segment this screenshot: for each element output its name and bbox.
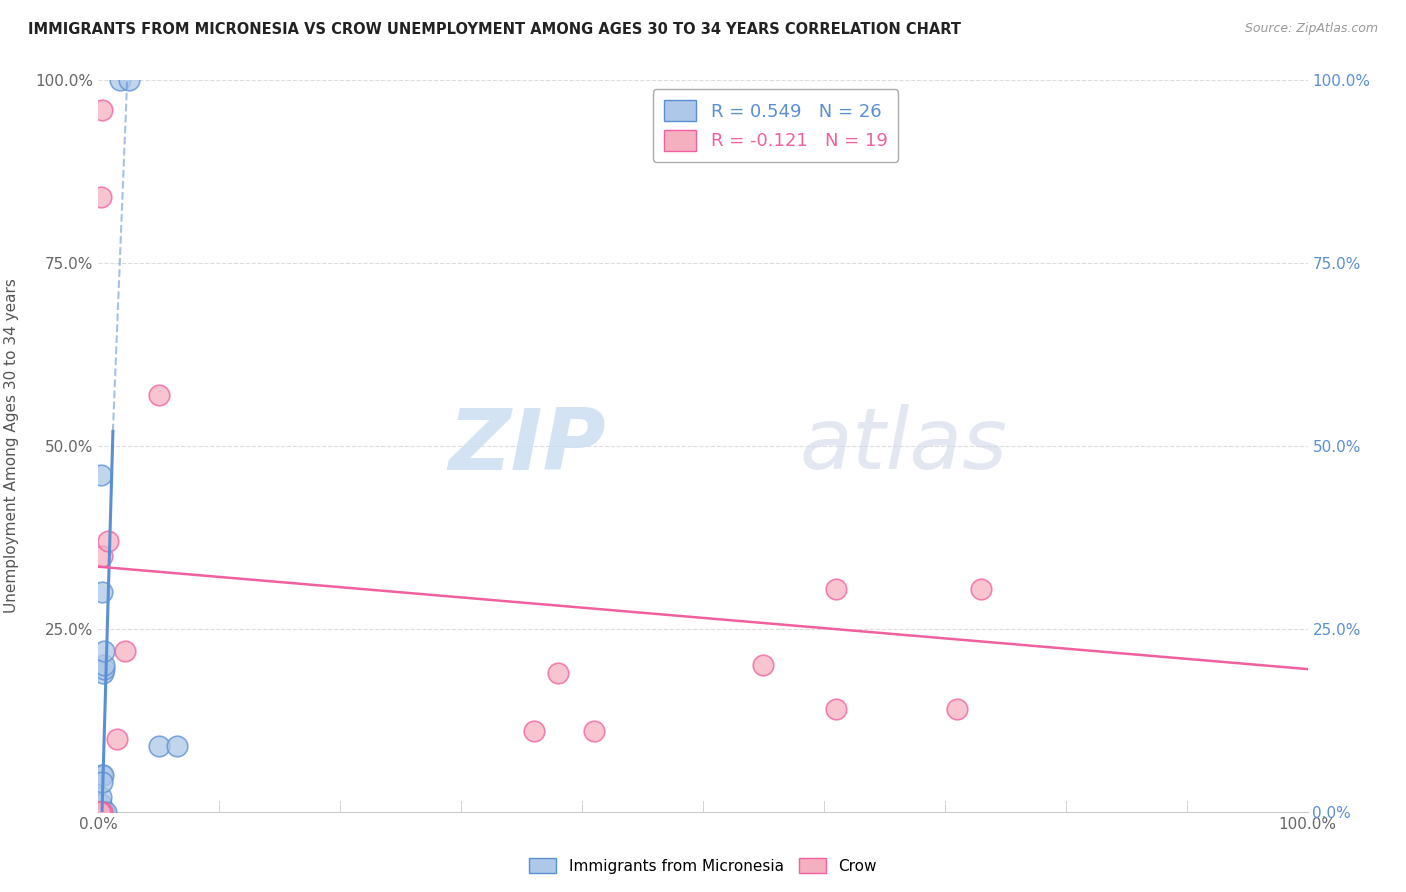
Point (166, 739, 188, 753)
Point (946, 702, 969, 716)
Point (118, 73, 141, 87)
Text: Source: ZipAtlas.com: Source: ZipAtlas.com (1244, 22, 1378, 36)
Text: atlas: atlas (800, 404, 1008, 488)
Point (91, 768, 114, 782)
Point (89, 805, 111, 819)
Point (89, 805, 111, 819)
Point (148, 388, 170, 402)
Point (93, 805, 115, 819)
Point (91, 775, 114, 789)
Point (90, 790, 112, 805)
Point (114, 644, 136, 658)
Text: IMMIGRANTS FROM MICRONESIA VS CROW UNEMPLOYMENT AMONG AGES 30 TO 34 YEARS CORREL: IMMIGRANTS FROM MICRONESIA VS CROW UNEMP… (28, 22, 962, 37)
Point (105, 731, 128, 746)
Point (108, 73, 131, 87)
Point (89, 805, 111, 819)
Point (93, 644, 115, 658)
Point (91, 585, 114, 599)
Point (89, 805, 111, 819)
Point (90, 468, 112, 483)
Point (91, 665, 114, 680)
Point (89, 805, 111, 819)
Point (583, 724, 606, 739)
Point (89, 797, 111, 812)
Point (752, 658, 775, 673)
Legend: R = 0.549   N = 26, R = -0.121   N = 19: R = 0.549 N = 26, R = -0.121 N = 19 (652, 89, 898, 161)
Point (93, 662, 115, 676)
Point (97, 534, 120, 549)
Point (94, 805, 117, 819)
Point (148, 739, 170, 753)
Point (91, 103, 114, 117)
Point (547, 665, 569, 680)
Point (523, 724, 546, 739)
Point (91, 549, 114, 563)
Point (91, 805, 114, 819)
Point (89, 805, 111, 819)
Point (89, 805, 111, 819)
Point (90, 190, 112, 204)
Point (91, 768, 114, 782)
Point (90, 797, 112, 812)
Text: ZIP: ZIP (449, 404, 606, 488)
Point (90, 805, 112, 819)
Point (91, 805, 114, 819)
Point (825, 702, 848, 716)
Y-axis label: Unemployment Among Ages 30 to 34 years: Unemployment Among Ages 30 to 34 years (4, 278, 18, 614)
Point (90, 805, 112, 819)
Point (90, 805, 112, 819)
Point (970, 582, 993, 596)
Legend: Immigrants from Micronesia, Crow: Immigrants from Micronesia, Crow (523, 852, 883, 880)
Point (93, 658, 115, 673)
Point (825, 582, 848, 596)
